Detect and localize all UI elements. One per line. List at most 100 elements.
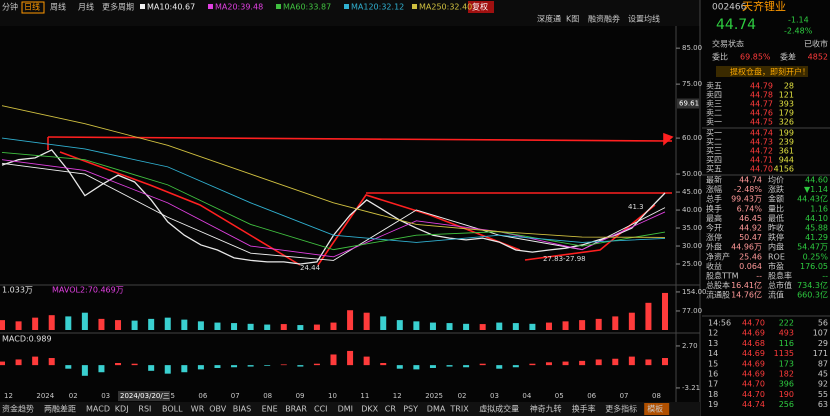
stat-label: 跌停: [768, 232, 784, 242]
tick-count: 87: [818, 359, 828, 368]
book-price: 44.78: [750, 91, 773, 100]
indicator-tab[interactable]: 神奇九转: [530, 404, 562, 414]
indicator-tab[interactable]: TRIX: [449, 405, 469, 414]
x-tick-label: 08: [263, 392, 272, 400]
volume-bar: [297, 325, 304, 330]
volume-bar: [446, 323, 453, 330]
book-label: 卖四: [706, 91, 722, 100]
stat-label: 流通股: [706, 290, 730, 300]
book-volume: 326: [779, 118, 794, 127]
stat-label: 净资产: [706, 251, 730, 261]
stat-value: 44.43亿: [797, 194, 828, 204]
ma-line: [1, 137, 666, 243]
adjust-btn[interactable]: [468, 1, 494, 13]
indicator-tab[interactable]: BIAS: [233, 405, 251, 414]
volume-bar: [363, 312, 370, 330]
stat-value: 0.25%: [803, 252, 829, 261]
period-tab[interactable]: 月线: [78, 2, 94, 12]
stat-value: 54.47万: [797, 243, 828, 252]
y-tick-label: 45.00: [682, 188, 702, 196]
tool-link[interactable]: 设置均线: [628, 14, 660, 24]
period-tab[interactable]: 日线: [24, 2, 40, 12]
tick-count: 56: [818, 319, 828, 328]
indicator-tab[interactable]: CR: [385, 405, 397, 414]
legend-entry: MA120:32.12: [351, 3, 404, 12]
y-tick-label: 35.00: [682, 224, 702, 232]
book-label: 买三: [706, 147, 722, 156]
stat-value: 45.88: [805, 224, 828, 233]
indicator-tab[interactable]: WR: [191, 405, 205, 414]
volume-bar: [579, 320, 586, 330]
indicator-tab[interactable]: 资金趋势: [2, 404, 34, 414]
macd-bar: [197, 365, 204, 370]
indicator-tab[interactable]: OBV: [209, 405, 227, 414]
period-tab[interactable]: 周线: [50, 2, 66, 12]
volume-bar: [48, 315, 55, 330]
ratio-value: 69.85%: [740, 53, 771, 62]
diff-label: 委差: [780, 52, 796, 62]
indicator-tab[interactable]: BOLL: [162, 405, 183, 414]
macd-bar: [529, 363, 536, 366]
indicator-tab[interactable]: 模板: [647, 404, 663, 414]
macd-bar: [662, 358, 668, 366]
macd-bar: [98, 365, 105, 373]
tick-time: 14:56: [708, 319, 731, 328]
macd-bar: [363, 356, 370, 366]
book-volume: 239: [779, 138, 794, 147]
tool-link[interactable]: 深度通: [537, 14, 561, 24]
promo-btn[interactable]: [716, 66, 808, 77]
indicator-tab[interactable]: 两融差距: [44, 404, 76, 414]
macd-bar: [247, 365, 254, 367]
indicator-tab[interactable]: BRAR: [285, 405, 307, 414]
tool-link[interactable]: K图: [566, 15, 579, 24]
indicator-tab[interactable]: ENE: [262, 405, 278, 414]
indicator-tab[interactable]: PSY: [403, 405, 418, 414]
macd-bar: [479, 363, 486, 366]
macd-bar: [413, 365, 420, 370]
cursor-date-box: [118, 391, 170, 401]
stat-value: 50.47: [739, 233, 762, 242]
x-tick-label: 08: [652, 392, 661, 400]
cursor-date: 2024/03/20/三: [120, 392, 170, 400]
volume-bar: [529, 323, 536, 330]
macd-bar: [463, 365, 470, 368]
tick-time: 17: [708, 380, 718, 389]
stat-value: 660.3亿: [797, 290, 828, 300]
tick-volume: 493: [779, 329, 794, 338]
macd-bar: [628, 356, 635, 366]
period-tab[interactable]: 分钟: [2, 2, 18, 12]
stat-label: 换手: [706, 203, 722, 213]
x-tick-label: 2025: [425, 392, 443, 400]
book-label: 卖一: [706, 118, 722, 127]
indicator-tab[interactable]: DMA: [427, 405, 446, 414]
tick-price: 44.74: [742, 400, 765, 409]
x-tick-label: 04: [522, 392, 531, 400]
macd-bar: [48, 358, 55, 366]
indicator-tab[interactable]: 虚拟成交量: [479, 404, 519, 414]
promo-text[interactable]: 提权仓盘，即刻开户！: [730, 67, 810, 77]
indicator-tab[interactable]: DMI: [338, 405, 353, 414]
adjust-label[interactable]: 复权: [472, 2, 488, 12]
legend-swatch: [412, 4, 417, 9]
volume-bar: [512, 323, 519, 330]
ma-line: [1, 159, 666, 258]
indicator-tab[interactable]: MACD: [86, 405, 110, 414]
volume-bar: [380, 316, 387, 330]
price-marker: [677, 98, 699, 109]
indicator-tab[interactable]: 换手率: [572, 404, 596, 414]
book-price: 44.76: [750, 109, 773, 118]
indicator-tab[interactable]: CCI: [314, 405, 328, 414]
indicator-tab[interactable]: DKX: [361, 405, 378, 414]
book-price: 44.79: [750, 82, 773, 91]
tool-link[interactable]: 融资融券: [588, 14, 620, 24]
stat-label: 内盘: [768, 242, 784, 252]
x-tick-label: 07: [620, 392, 629, 400]
indicator-tab[interactable]: KDJ: [115, 405, 129, 414]
indicator-tab[interactable]: 更多指标: [605, 404, 637, 414]
tick-price: 44.70: [742, 390, 765, 399]
indicator-tab[interactable]: RSI: [138, 405, 151, 414]
arrow: [663, 132, 674, 146]
stat-label: 最新: [706, 175, 722, 185]
period-tab[interactable]: 更多周期: [102, 2, 134, 12]
x-tick-label: 05: [166, 392, 175, 400]
